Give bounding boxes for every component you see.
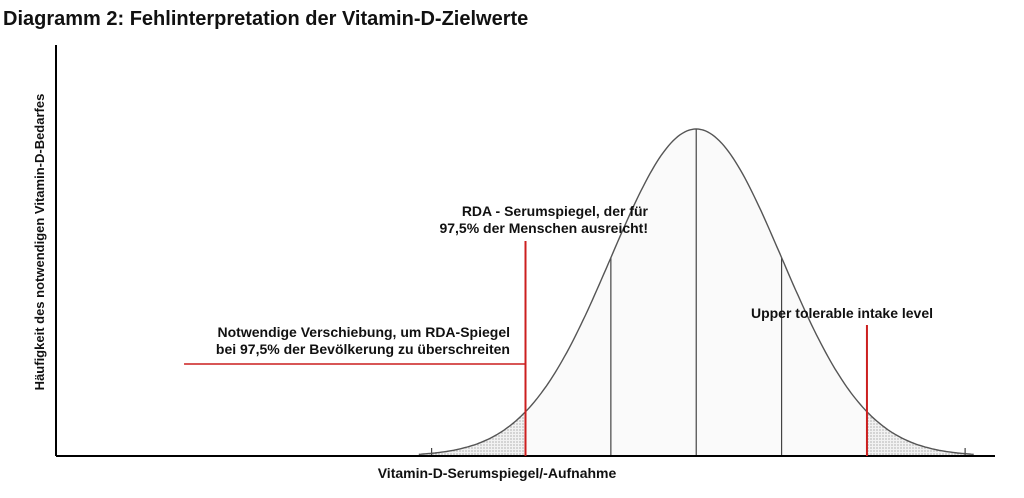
distribution-curve (418, 128, 974, 455)
left-tail-hatch (418, 411, 526, 456)
shift-annotation: Notwendige Verschiebung, um RDA-Spiegel (218, 324, 510, 340)
shift-annotation: bei 97,5% der Bevölkerung zu überschreit… (216, 341, 510, 357)
plot-area (55, 45, 995, 457)
chart-title: Diagramm 2: Fehlinterpretation der Vitam… (3, 8, 528, 30)
right-tail-hatch (867, 411, 974, 456)
x-axis-label: Vitamin-D-Serumspiegel/-Aufnahme (378, 465, 617, 481)
rda-annotation: RDA - Serumspiegel, der für (462, 203, 649, 219)
upper-limit-annotation: Upper tolerable intake level (751, 305, 933, 321)
y-axis-label: Häufigkeit des notwendigen Vitamin-D-Bed… (32, 94, 47, 391)
rda-annotation: 97,5% der Menschen ausreicht! (439, 220, 648, 236)
